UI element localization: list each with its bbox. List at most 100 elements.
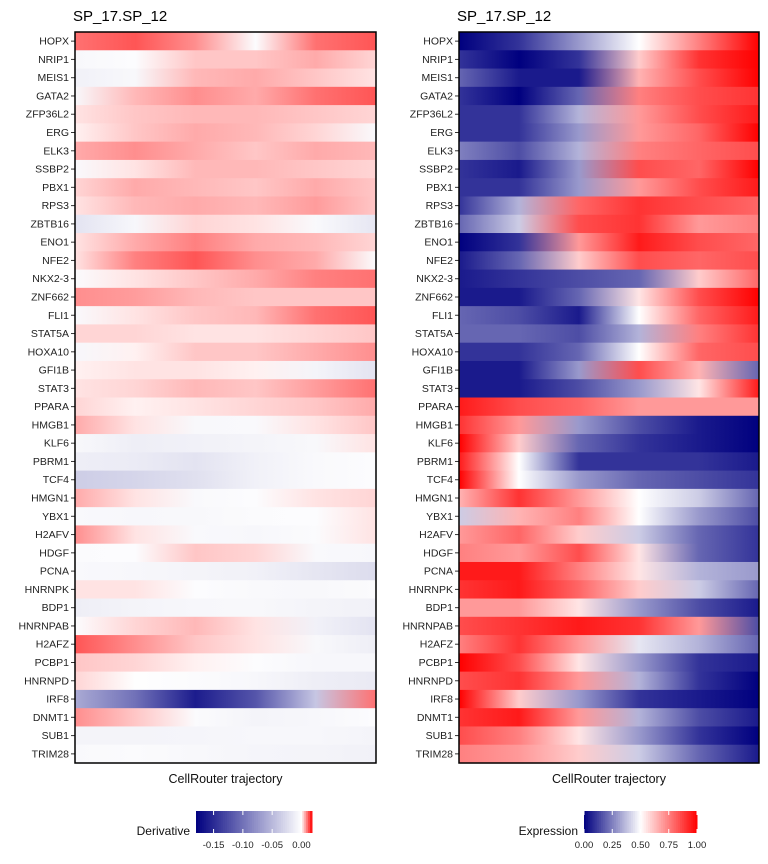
heatmap-row-tcf4 bbox=[75, 470, 376, 490]
colorbar-segment bbox=[644, 811, 647, 833]
heatmap-row-meis1 bbox=[75, 68, 376, 88]
heatmap-row-ppara bbox=[459, 397, 759, 417]
heatmap-row-stat5a bbox=[75, 324, 376, 344]
colorbar-segment bbox=[670, 811, 674, 833]
expression-heatmap-panel: SP_17.SP_12 HOPX NRIP1 MEIS1 GATA2 ZFP36L2 ERG… bbox=[402, 8, 760, 851]
heatmap-row-pbrm1 bbox=[75, 452, 376, 472]
colorbar-segment bbox=[242, 811, 245, 833]
row-label: HOXA10 bbox=[412, 346, 454, 358]
heatmap-row-pcbp1 bbox=[75, 653, 376, 673]
colorbar-segment bbox=[604, 811, 608, 833]
heatmap-row-nrip1 bbox=[75, 50, 376, 70]
colorbar-segment bbox=[261, 811, 265, 833]
row-label: ZNF662 bbox=[31, 291, 69, 303]
row-label: RPS3 bbox=[42, 200, 70, 212]
row-label: GATA2 bbox=[420, 90, 453, 102]
colorbar-segment bbox=[631, 811, 634, 833]
row-label: GFI1B bbox=[39, 365, 69, 377]
colorbar-segment bbox=[257, 811, 261, 833]
row-label: HMGB1 bbox=[32, 419, 70, 431]
heatmap-row-pcna bbox=[459, 561, 759, 581]
row-label: TRIM28 bbox=[416, 748, 454, 760]
colorbar-segment bbox=[306, 811, 309, 833]
row-label: YBX1 bbox=[426, 511, 453, 523]
row-label: HNRNPAB bbox=[402, 620, 453, 632]
heatmap-row-h2afv bbox=[75, 525, 376, 545]
row-label: PBX1 bbox=[426, 182, 453, 194]
heatmap-row-zfp36l2 bbox=[459, 105, 759, 124]
colorbar-segment bbox=[651, 811, 655, 833]
colorbar-segment bbox=[634, 811, 638, 833]
heatmap-row-gfi1b bbox=[75, 360, 376, 380]
row-label: DNMT1 bbox=[33, 712, 69, 724]
heatmap-row-hdgf bbox=[459, 543, 759, 563]
colorbar-segment bbox=[223, 811, 226, 833]
derivative-heatmap-panel: SP_17.SP_12 HOPX NRIP1 MEIS1 GATA2 ZFP36L2 ERG… bbox=[18, 8, 377, 851]
row-label: NFE2 bbox=[42, 255, 69, 267]
colorbar-segment bbox=[292, 811, 296, 833]
heatmap-row-dnmt1 bbox=[459, 708, 759, 728]
colorbar-segment bbox=[632, 811, 636, 833]
heatmap-row-h2afz bbox=[75, 635, 376, 654]
colorbar-segment bbox=[248, 811, 251, 833]
colorbar-segment bbox=[205, 811, 209, 833]
colorbar-segment bbox=[623, 811, 626, 833]
row-label: HNRNPD bbox=[408, 675, 453, 687]
colorbar-segment bbox=[681, 811, 685, 833]
colorbar-segment bbox=[290, 811, 294, 833]
colorbar-segment bbox=[286, 811, 290, 833]
colorbar-segment bbox=[625, 811, 628, 833]
colorbar-segment bbox=[674, 811, 677, 833]
heatmap-row-nrip1 bbox=[459, 50, 759, 70]
row-label: DNMT1 bbox=[417, 712, 453, 724]
heatmap-row-hopx bbox=[75, 32, 376, 51]
row-label: HDGF bbox=[423, 547, 453, 559]
colorbar-segment bbox=[298, 811, 301, 833]
colorbar-segment bbox=[201, 811, 205, 833]
row-label: YBX1 bbox=[42, 511, 69, 523]
heatmap-row-pbrm1 bbox=[459, 452, 759, 472]
heatmap-row-hoxa10 bbox=[459, 342, 759, 362]
colorbar-segment bbox=[589, 811, 593, 833]
colorbar-segment bbox=[683, 811, 687, 833]
colorbar-segment bbox=[277, 811, 280, 833]
colorbar-segment bbox=[664, 811, 668, 833]
colorbar-segment bbox=[640, 811, 643, 833]
heatmap-row-hnrnpk bbox=[75, 580, 376, 600]
colorbar-segment bbox=[617, 811, 621, 833]
colorbar-segment bbox=[687, 811, 690, 833]
heatmap-row-hoxa10 bbox=[75, 342, 376, 362]
row-label: STAT3 bbox=[422, 383, 453, 395]
heatmap-row-gfi1b bbox=[459, 360, 759, 380]
colorbar-segment bbox=[228, 811, 232, 833]
colorbar-segment bbox=[685, 811, 689, 833]
colorbar-segment bbox=[597, 811, 600, 833]
colorbar-segment bbox=[254, 811, 257, 833]
row-label: PCBP1 bbox=[35, 657, 70, 669]
row-label: SUB1 bbox=[426, 730, 454, 742]
colorbar-segment bbox=[584, 811, 587, 833]
heatmap-row-zbtb16 bbox=[75, 214, 376, 234]
colorbar-segment bbox=[649, 811, 653, 833]
heatmap-row-hmgb1 bbox=[459, 415, 759, 435]
heatmap-row-eno1 bbox=[459, 233, 759, 252]
colorbar-segment bbox=[203, 811, 207, 833]
colorbar-segment bbox=[284, 811, 288, 833]
row-label: HMGB1 bbox=[416, 419, 454, 431]
row-label: ELK3 bbox=[43, 145, 69, 157]
legend-tick-label: 1.00 bbox=[688, 840, 707, 851]
row-label: ELK3 bbox=[427, 145, 453, 157]
legend-title: Expression bbox=[519, 824, 578, 838]
colorbar-segment bbox=[265, 811, 269, 833]
colorbar-segment bbox=[226, 811, 230, 833]
colorbar-segment bbox=[668, 811, 672, 833]
row-label: TRIM28 bbox=[32, 748, 70, 760]
colorbar-segment bbox=[672, 811, 675, 833]
row-label: TCF4 bbox=[427, 474, 453, 486]
row-label: PBRM1 bbox=[33, 456, 69, 468]
heatmap-row-eno1 bbox=[75, 233, 376, 252]
panel-border bbox=[74, 31, 377, 764]
heatmap-row-fli1 bbox=[459, 306, 759, 325]
heatmap-row-hnrnpab bbox=[75, 616, 376, 636]
row-label: NRIP1 bbox=[38, 54, 69, 66]
